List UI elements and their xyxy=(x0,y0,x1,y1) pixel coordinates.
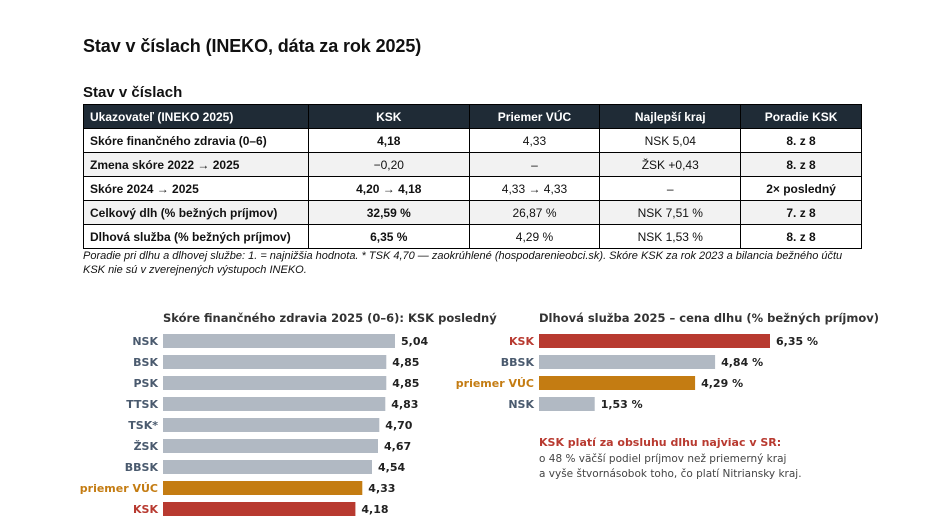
header-average: Priemer VÚC xyxy=(468,104,601,129)
header-best-region: Najlepší kraj xyxy=(599,104,742,129)
chart-bar xyxy=(163,418,380,432)
page-title: Stav v číslach (INEKO, dáta za rok 2025) xyxy=(83,36,422,56)
cell-best-region: NSK 1,53 % xyxy=(599,224,742,249)
chart-bar xyxy=(163,481,363,495)
cell-best-region: ŽSK +0,43 xyxy=(599,152,742,177)
table-row: Celkový dlh (% bežných príjmov) 32,59 % … xyxy=(83,200,862,225)
category-label: priemer VÚC xyxy=(80,482,158,495)
category-label: KSK xyxy=(509,335,534,348)
header-ksk-rank: Poradie KSK xyxy=(740,104,862,129)
value-label: 4,18 xyxy=(361,503,388,516)
cell-best-region: NSK 5,04 xyxy=(599,128,742,153)
table-row: Skóre finančného zdravia (0–6) 4,18 4,33… xyxy=(83,128,862,153)
chart-title: Skóre finančného zdravia 2025 (0–6): KSK… xyxy=(163,311,497,325)
category-label: TTSK xyxy=(126,398,158,411)
category-label: NSK xyxy=(508,398,534,411)
chart-bar xyxy=(163,355,387,369)
chart-bar xyxy=(539,397,595,411)
value-label: 4,29 % xyxy=(701,377,743,390)
value-label: 4,54 xyxy=(378,461,405,474)
chart-bar xyxy=(539,334,770,348)
value-label: 4,67 xyxy=(384,440,411,453)
cell-ksk: 4,18 xyxy=(307,128,470,153)
chart-note-line: o 48 % väčší podiel príjmov než priemern… xyxy=(539,453,786,465)
chart-bar xyxy=(539,355,716,369)
chart-bar xyxy=(163,502,356,516)
cell-rank: 2× posledný xyxy=(740,176,862,201)
cell-average: 4,29 % xyxy=(468,224,601,249)
cell-best-region: NSK 7,51 % xyxy=(599,200,742,225)
table-title: Stav v číslach xyxy=(83,84,183,101)
value-label: 4,70 xyxy=(385,419,412,432)
chart-bar xyxy=(163,397,386,411)
header-ksk: KSK xyxy=(307,104,470,129)
chart-bar xyxy=(163,334,395,348)
value-label: 4,85 xyxy=(392,356,419,369)
category-label: TSK* xyxy=(128,419,158,432)
stats-table: Ukazovateľ (INEKO 2025) KSK Priemer VÚC … xyxy=(83,104,862,249)
category-label: BBSK xyxy=(501,356,535,369)
chart-title: Dlhová služba 2025 – cena dlhu (% bežnýc… xyxy=(539,311,879,325)
value-label: 1,53 % xyxy=(601,398,643,411)
cell-ksk: −0,20 xyxy=(307,152,470,177)
cell-indicator: Zmena skóre 2022 → 2025 xyxy=(83,152,309,177)
category-label: NSK xyxy=(132,335,158,348)
category-label: priemer VÚC xyxy=(456,377,534,390)
chart-bar xyxy=(539,376,696,390)
cell-average: – xyxy=(468,152,601,177)
cell-rank: 8. z 8 xyxy=(740,152,862,177)
cell-ksk: 6,35 % xyxy=(307,224,470,249)
category-label: PSK xyxy=(133,377,158,390)
value-label: 4,84 % xyxy=(721,356,763,369)
table-footnote: Poradie pri dlhu a dlhovej službe: 1. = … xyxy=(83,250,843,276)
value-label: 4,85 xyxy=(392,377,419,390)
chart-bar xyxy=(163,439,378,453)
chart-note-title: KSK platí za obsluhu dlhu najviac v SR: xyxy=(539,436,781,449)
category-label: ŽSK xyxy=(134,440,159,453)
cell-indicator: Skóre 2024 → 2025 xyxy=(83,176,309,201)
chart-bar xyxy=(163,460,372,474)
cell-average: 26,87 % xyxy=(468,200,601,225)
cell-ksk: 32,59 % xyxy=(307,200,470,225)
header-indicator: Ukazovateľ (INEKO 2025) xyxy=(83,104,309,129)
cell-indicator: Dlhová služba (% bežných príjmov) xyxy=(83,224,309,249)
value-label: 4,33 xyxy=(368,482,395,495)
chart-bar xyxy=(163,376,387,390)
table-header-row: Ukazovateľ (INEKO 2025) KSK Priemer VÚC … xyxy=(83,104,862,129)
table-row: Zmena skóre 2022 → 2025 −0,20 – ŽSK +0,4… xyxy=(83,152,862,177)
category-label: BSK xyxy=(133,356,158,369)
category-label: KSK xyxy=(133,503,158,516)
chart-note-line: a vyše štvornásobok toho, čo platí Nitri… xyxy=(539,468,802,480)
value-label: 4,83 xyxy=(391,398,418,411)
category-label: BBSK xyxy=(125,461,159,474)
value-label: 6,35 % xyxy=(776,335,818,348)
cell-ksk: 4,20 → 4,18 xyxy=(307,176,470,201)
cell-rank: 8. z 8 xyxy=(740,224,862,249)
value-label: 5,04 xyxy=(401,335,428,348)
table-row: Dlhová služba (% bežných príjmov) 6,35 %… xyxy=(83,224,862,249)
cell-indicator: Skóre finančného zdravia (0–6) xyxy=(83,128,309,153)
